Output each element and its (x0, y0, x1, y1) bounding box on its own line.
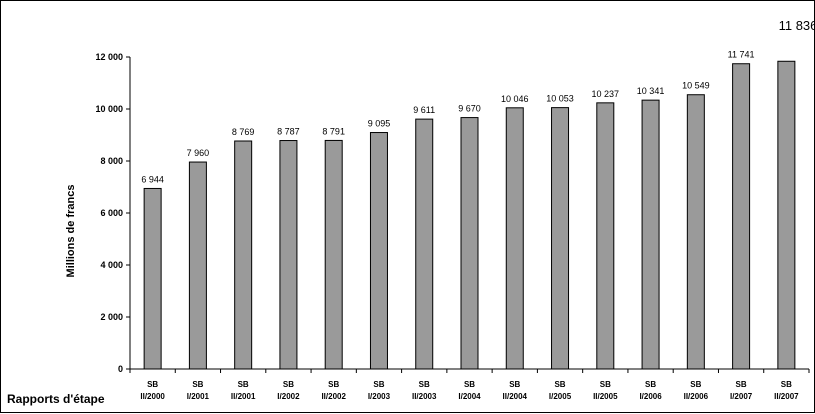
x-axis-label: Rapports d'étape (7, 392, 105, 406)
bar (777, 60, 796, 370)
x-tick-label: I/2002 (277, 392, 300, 401)
bar-value-label: 10 053 (546, 94, 574, 104)
y-tick-label: 10 000 (95, 104, 123, 114)
bar-value-label: 9 670 (458, 104, 481, 114)
x-tick-label: I/2004 (458, 392, 481, 401)
x-tick-label: I/2007 (730, 392, 753, 401)
x-tick-label: I/2001 (187, 392, 210, 401)
x-tick-label: II/2003 (412, 392, 437, 401)
x-tick-label: II/2004 (503, 392, 528, 401)
x-tick-label: SB (509, 380, 520, 389)
x-tick-label: SB (283, 380, 294, 389)
bar (596, 102, 615, 370)
x-tick-label: II/2006 (684, 392, 709, 401)
y-tick-label: 4 000 (100, 260, 123, 270)
bar-value-label: 8 787 (277, 127, 300, 137)
y-tick-label: 12 000 (95, 52, 123, 62)
x-tick-label: SB (600, 380, 611, 389)
bar-value-label: 7 960 (187, 148, 210, 158)
x-tick-label: I/2005 (549, 392, 572, 401)
bar (460, 117, 479, 370)
x-tick-label: I/2006 (639, 392, 662, 401)
y-axis: 0 2 000 4 000 6 000 8 000 10 000 12 000 (95, 52, 131, 374)
bar-value-label: 10 046 (501, 94, 529, 104)
bar (188, 161, 207, 370)
bar (505, 107, 524, 370)
x-tick-label: SB (464, 380, 475, 389)
x-axis: SB II/2000 SB I/2001 SB II/2001 SB I/2002 SB II/2… (129, 368, 810, 401)
bar-value-label: 11 836 (779, 18, 815, 33)
bar-value-label: 8 769 (232, 127, 255, 137)
bar (641, 99, 660, 370)
bars-group: 6 944 7 960 8 769 8 787 8 791 9 095 9 611 9 670… (141, 18, 815, 370)
x-tick-label: II/2002 (321, 392, 346, 401)
x-tick-label: SB (238, 380, 249, 389)
x-tick-label: SB (192, 380, 203, 389)
x-tick-label: SB (328, 380, 339, 389)
x-tick-label: SB (781, 380, 792, 389)
x-tick-label: SB (554, 380, 565, 389)
bar-value-label: 9 611 (413, 105, 435, 115)
bar (324, 139, 343, 370)
y-tick-label: 2 000 (100, 312, 123, 322)
bar-value-label: 10 237 (592, 89, 620, 99)
y-tick-label: 8 000 (100, 156, 123, 166)
x-tick-label: II/2007 (774, 392, 799, 401)
bar-value-label: 6 944 (141, 174, 164, 184)
y-tick-label: 0 (118, 364, 123, 374)
bar (143, 187, 162, 370)
x-tick-label: II/2000 (140, 392, 165, 401)
bar (279, 140, 298, 370)
bar (551, 107, 570, 370)
x-tick-label: I/2003 (368, 392, 391, 401)
bar-value-label: 11 741 (728, 50, 755, 60)
bar (732, 63, 751, 370)
x-tick-label: SB (645, 380, 656, 389)
x-tick-label: SB (690, 380, 701, 389)
bar-value-label: 8 791 (322, 126, 345, 136)
y-tick-label: 6 000 (100, 208, 123, 218)
x-tick-label: SB (736, 380, 747, 389)
bar-value-label: 9 095 (368, 119, 391, 129)
bar (686, 94, 705, 370)
bar (369, 132, 388, 370)
x-tick-label: SB (373, 380, 384, 389)
bar (415, 118, 434, 370)
bar (234, 140, 253, 370)
x-tick-label: II/2001 (231, 392, 256, 401)
x-tick-label: SB (419, 380, 430, 389)
x-tick-label: SB (147, 380, 158, 389)
bar-value-label: 10 341 (637, 86, 665, 96)
y-axis-label: Millions de francs (65, 185, 77, 278)
bar-value-label: 10 549 (682, 81, 710, 91)
x-tick-label: II/2005 (593, 392, 618, 401)
